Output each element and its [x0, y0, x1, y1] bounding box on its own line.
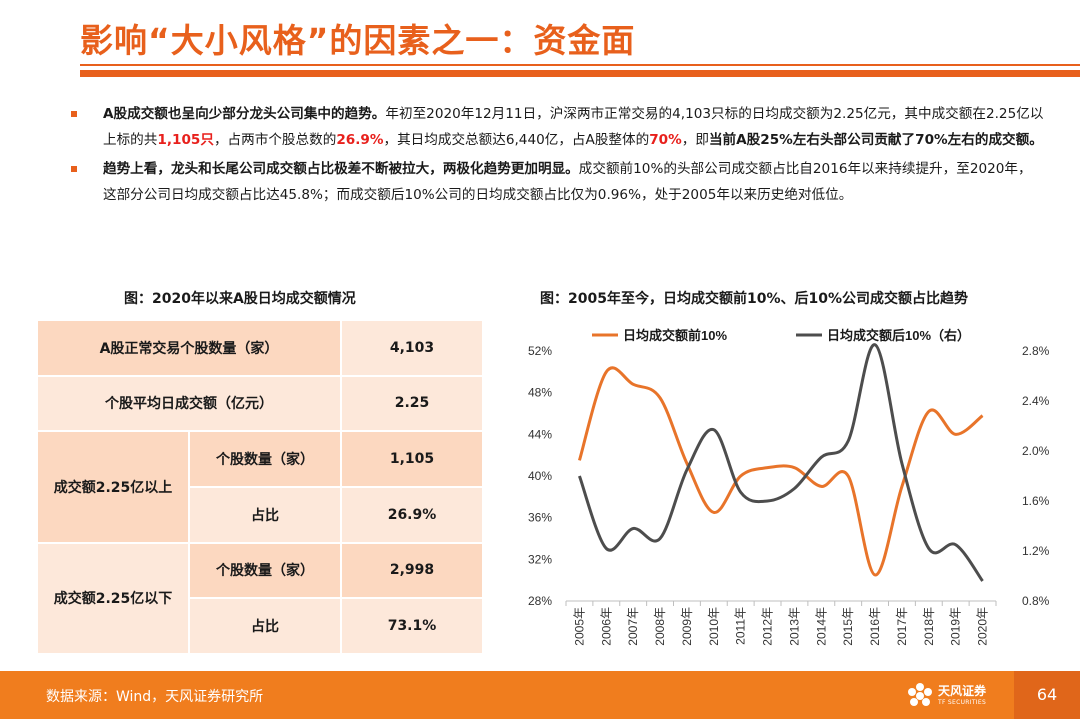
bullet-lead: 趋势上看，龙头和长尾公司成交额占比极差不断被拉大，两极化趋势更加明显。 [103, 161, 579, 177]
x-tick-label: 2008年 [653, 607, 667, 646]
page-number-box [1014, 671, 1080, 719]
y-right-tick-label: 1.6% [1022, 494, 1050, 508]
x-tick-label: 2007年 [626, 607, 640, 646]
page-number: 64 [1036, 685, 1058, 704]
table-cell-label: 个股数量（家） [188, 430, 342, 488]
slide-title: 影响“大小风格”的因素之一：资金面 [80, 21, 636, 60]
bullet-marker [71, 166, 77, 172]
bullet-text: ，占两市个股总数的 [213, 132, 337, 148]
x-tick-label: 2017年 [895, 607, 909, 646]
y-left-tick-label: 40% [528, 469, 552, 483]
highlight-turnover-share: 70% [649, 132, 682, 148]
y-right-tick-label: 2.8% [1022, 344, 1050, 358]
table-cell-label: 个股数量（家） [188, 541, 342, 600]
y-left-tick-label: 44% [528, 427, 552, 441]
x-tick-label: 2009年 [680, 607, 694, 646]
x-tick-label: 2005年 [572, 607, 586, 646]
y-right-tick-label: 2.4% [1022, 394, 1050, 408]
x-tick-label: 2015年 [841, 607, 855, 646]
table-cell-value: 2,998 [340, 541, 484, 600]
bullet-text: 年初至2020年12月11日，沪深两市正常交易的4,103只标的日均成交额为2.… [103, 106, 1044, 148]
x-tick-label: 2014年 [814, 607, 828, 646]
series-line-bottom10 [578, 343, 984, 582]
legend-label: 日均成交额后10%（右） [827, 328, 970, 343]
table-group-label: 成交额2.25亿以上 [36, 430, 190, 544]
title-rule-thin [80, 64, 1080, 66]
highlight-share: 26.9% [336, 132, 384, 148]
x-tick-label: 2006年 [599, 607, 613, 646]
table-title: 图：2020年以来A股日均成交额情况 [124, 291, 356, 307]
table-cell-value: 26.9% [340, 485, 484, 544]
table-row: A股正常交易个股数量（家） 4,103 [36, 319, 484, 377]
title-rule-thick [80, 70, 1080, 77]
table-row: 成交额2.25亿以上 个股数量（家） 1,105 [36, 430, 484, 544]
table-cell-label: 占比 [188, 597, 342, 655]
turnover-share-chart: 2005年 2006年 2007年 2008年 2009年 2010年 2011年 2012年… [528, 328, 1050, 646]
source-note: 数据来源：Wind，天风证券研究所 [46, 689, 264, 705]
legend-label: 日均成交额前10% [623, 328, 727, 343]
table-cell-label: A股正常交易个股数量（家） [36, 319, 342, 377]
y-left-tick-label: 36% [528, 511, 552, 525]
bullet-marker [71, 111, 77, 117]
x-tick-label: 2013年 [787, 607, 801, 646]
x-tick-label: 2019年 [949, 607, 963, 646]
turnover-table: A股正常交易个股数量（家） 4,103 个股平均日成交额（亿元） 2.25 成交… [36, 319, 484, 656]
bullet-text: ，即 [681, 132, 709, 148]
table-row: 占比 26.9% [37, 485, 484, 544]
brand-logo: 天风证券 TF SECURITIES [906, 680, 1004, 714]
logo-subtitle: TF SECURITIES [938, 699, 987, 706]
x-tick-label: 2011年 [734, 607, 748, 645]
footer-bar [0, 671, 1080, 719]
bullet-conclusion: 当前A股25%左右头部公司贡献了70%左右的成交额。 [708, 132, 1043, 148]
bullet-list: A股成交额也呈向少部分龙头公司集中的趋势。年初至2020年12月11日，沪深两市… [70, 101, 1045, 211]
highlight-count: 1,105只 [157, 132, 214, 148]
logo-flower-icon [908, 683, 932, 706]
table-group-label: 成交额2.25亿以下 [36, 541, 190, 656]
x-tick-label: 2010年 [707, 607, 721, 646]
logo-name: 天风证券 [938, 684, 987, 698]
bullet-text: ，其日均成交总额达6,440亿，占A股整体的 [383, 132, 650, 148]
table-row: 占比 73.1% [37, 597, 484, 655]
x-tick-label: 2012年 [761, 607, 775, 646]
table-cell-value: 1,105 [340, 430, 484, 488]
table-cell-value: 2.25 [340, 374, 484, 433]
x-tick-label: 2018年 [922, 607, 936, 646]
table-cell-value: 4,103 [340, 319, 484, 377]
bullet-item-concentration: A股成交额也呈向少部分龙头公司集中的趋势。年初至2020年12月11日，沪深两市… [70, 101, 1045, 153]
bullet-item-trend: 趋势上看，龙头和长尾公司成交额占比极差不断被拉大，两极化趋势更加明显。成交额前1… [70, 156, 1045, 208]
x-tick-label: 2020年 [976, 607, 990, 646]
bullet-text: 成交额前10%的头部公司成交额占比自2016年以来持续提升，至2020年，这部分… [103, 161, 1032, 203]
x-tick-label: 2016年 [868, 607, 882, 646]
y-left-tick-label: 28% [528, 594, 552, 608]
y-left-tick-label: 52% [528, 344, 552, 358]
y-left-tick-label: 48% [528, 386, 552, 400]
table-cell-label: 个股平均日成交额（亿元） [36, 374, 342, 433]
chart-title: 图：2005年至今，日均成交额前10%、后10%公司成交额占比趋势 [540, 291, 968, 307]
series-line-top10 [578, 366, 984, 577]
table-cell-label: 占比 [188, 485, 342, 544]
bullet-lead: A股成交额也呈向少部分龙头公司集中的趋势。 [103, 106, 386, 122]
table-cell-value: 73.1% [340, 597, 484, 655]
table-row: 成交额2.25亿以下 个股数量（家） 2,998 [36, 541, 484, 656]
y-right-tick-label: 1.2% [1022, 544, 1050, 558]
y-right-tick-label: 0.8% [1022, 594, 1050, 608]
y-left-tick-label: 32% [528, 552, 552, 566]
table-row: 个股平均日成交额（亿元） 2.25 [36, 374, 484, 433]
y-right-tick-label: 2.0% [1022, 444, 1050, 458]
